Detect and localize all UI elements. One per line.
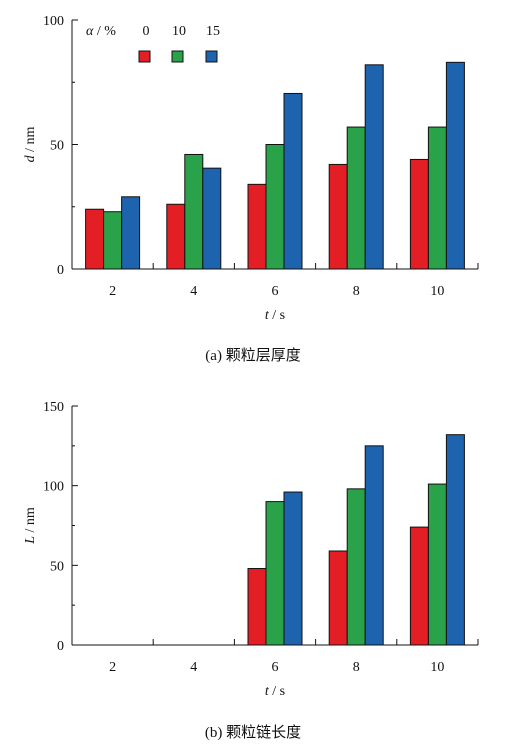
bar bbox=[247, 568, 267, 646]
bar bbox=[103, 211, 123, 270]
x-axis-label: t / s bbox=[265, 308, 285, 323]
x-tick-label: 6 bbox=[272, 660, 279, 675]
x-tick-label: 8 bbox=[353, 660, 360, 675]
legend-label: 0 bbox=[143, 24, 150, 39]
caption-a: (a) 颗粒层厚度 bbox=[205, 348, 301, 364]
legend-label: 10 bbox=[172, 24, 186, 39]
x-tick-label: 4 bbox=[190, 284, 197, 299]
legend-title: α / % bbox=[86, 24, 116, 39]
bar bbox=[346, 126, 366, 270]
caption-b: (b) 颗粒链长度 bbox=[204, 725, 302, 741]
legend-label: 15 bbox=[206, 24, 220, 39]
bar bbox=[166, 203, 186, 270]
bar bbox=[328, 163, 348, 270]
legend-swatch bbox=[138, 50, 151, 63]
bar bbox=[265, 144, 285, 270]
y-tick-label: 150 bbox=[43, 400, 64, 415]
chart-b: 0 50 100 150 2 4 6 8 10 t / s L / nm bbox=[23, 400, 479, 699]
chart-panel-b: 0 50 100 150 2 4 6 8 10 t / s L / nm (b) 颗粒链长度 bbox=[0, 375, 506, 747]
legend-swatch bbox=[205, 50, 218, 63]
bar bbox=[445, 61, 465, 270]
bar bbox=[265, 501, 285, 646]
chart-a: 0 50 100 2 4 6 8 10 t / s d / nm α / % 0 10 15 bbox=[23, 14, 479, 323]
y-tick-label: 100 bbox=[43, 14, 64, 29]
x-tick-label: 6 bbox=[272, 284, 279, 299]
bar bbox=[328, 550, 348, 646]
bar bbox=[409, 158, 429, 270]
bar bbox=[202, 167, 222, 270]
y-axis-label: L / nm bbox=[23, 507, 38, 545]
bar bbox=[427, 126, 447, 270]
bar bbox=[445, 434, 465, 646]
bar bbox=[121, 196, 141, 270]
x-tick-label: 2 bbox=[109, 284, 116, 299]
bar bbox=[364, 64, 384, 270]
x-tick-label: 8 bbox=[353, 284, 360, 299]
legend-swatch bbox=[171, 50, 184, 63]
bar bbox=[85, 208, 105, 270]
bar bbox=[283, 92, 303, 270]
y-tick-label: 50 bbox=[50, 559, 64, 574]
bar bbox=[283, 491, 303, 646]
y-tick-label: 50 bbox=[50, 139, 64, 154]
x-axis-label: t / s bbox=[265, 684, 285, 699]
x-tick-label: 2 bbox=[109, 660, 116, 675]
bar bbox=[184, 153, 204, 270]
bar bbox=[409, 526, 429, 646]
chart-panel-a: 0 50 100 2 4 6 8 10 t / s d / nm α / % 0 10 15 (a) 颗粒… bbox=[23, 14, 479, 364]
bar bbox=[247, 183, 267, 270]
y-tick-label: 100 bbox=[43, 480, 64, 495]
x-tick-label: 4 bbox=[190, 660, 197, 675]
bar bbox=[427, 483, 447, 646]
x-tick-label: 10 bbox=[430, 284, 444, 299]
y-tick-label: 0 bbox=[57, 263, 64, 278]
y-tick-label: 0 bbox=[57, 639, 64, 654]
bar bbox=[364, 445, 384, 646]
x-tick-label: 10 bbox=[430, 660, 444, 675]
bar bbox=[346, 488, 366, 646]
y-axis-label: d / nm bbox=[23, 127, 38, 163]
